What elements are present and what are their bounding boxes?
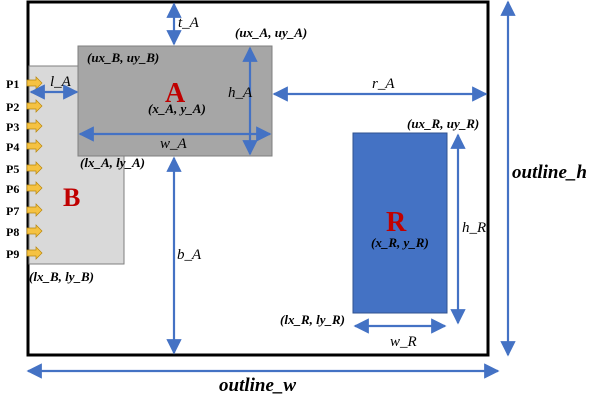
block-b-name: B xyxy=(63,183,80,212)
block-a-top-gap-label: t_A xyxy=(178,15,200,31)
block-b-lower-corner-label: (lx_B, ly_B) xyxy=(29,269,94,284)
pin-arrow-icon xyxy=(26,99,43,113)
outline-height-label: outline_h xyxy=(512,162,587,183)
pin-arrow-icon xyxy=(26,161,43,175)
block-r-upper-corner-label: (ux_R, uy_R) xyxy=(407,116,479,131)
pin-p2: P2 xyxy=(6,99,43,114)
pin-label: P1 xyxy=(6,77,19,91)
pin-label: P3 xyxy=(6,120,19,134)
block-a-left-gap-label: l_A xyxy=(50,74,72,90)
pin-label: P5 xyxy=(6,162,19,176)
pin-arrow-icon xyxy=(26,246,43,260)
pin-p6: P6 xyxy=(6,181,43,196)
pin-label: P8 xyxy=(6,225,19,239)
pin-arrow-icon xyxy=(26,119,43,133)
pin-p4: P4 xyxy=(6,139,43,154)
pin-p9: P9 xyxy=(6,246,43,261)
outline-width-label: outline_w xyxy=(219,375,296,396)
block-a-lower-corner-label: (lx_A, ly_A) xyxy=(80,155,145,170)
pin-p3: P3 xyxy=(6,119,43,134)
block-a-upper-corner-label: (ux_A, uy_A) xyxy=(235,25,307,40)
pin-label: P6 xyxy=(6,182,19,196)
pin-arrow-icon xyxy=(26,203,43,217)
pin-label: P2 xyxy=(6,100,19,114)
pin-p7: P7 xyxy=(6,203,43,218)
block-a-name: A xyxy=(165,78,186,109)
block-b-upper-corner-label: (ux_B, uy_B) xyxy=(87,50,159,65)
pin-p8: P8 xyxy=(6,224,43,239)
block-a-center-label: (x_A, y_A) xyxy=(148,101,206,116)
dimension-arrows xyxy=(26,0,516,379)
block-a-width-label: w_A xyxy=(160,136,188,152)
block-r-center-label: (x_R, y_R) xyxy=(371,235,429,250)
block-a-right-gap-label: r_A xyxy=(372,76,395,92)
pin-label: P4 xyxy=(6,140,19,154)
pin-group: P1 P2 P3 P4 P5 P6 P7 P8 P9 xyxy=(6,76,43,261)
pin-p5: P5 xyxy=(6,161,43,176)
block-a-bottom-gap-label: b_A xyxy=(177,247,202,263)
block-r xyxy=(352,132,448,314)
pin-label: P7 xyxy=(6,204,19,218)
block-r-width-label: w_R xyxy=(390,334,417,350)
pin-arrow-icon xyxy=(26,224,43,238)
block-r-height-label: h_R xyxy=(462,220,486,236)
block-r-name: R xyxy=(386,207,407,238)
block-a-height-label: h_A xyxy=(228,85,253,101)
pin-arrow-icon xyxy=(26,139,43,153)
pin-label: P9 xyxy=(6,247,19,261)
pin-arrow-icon xyxy=(26,181,43,195)
block-r-lower-corner-label: (lx_R, ly_R) xyxy=(280,312,345,327)
